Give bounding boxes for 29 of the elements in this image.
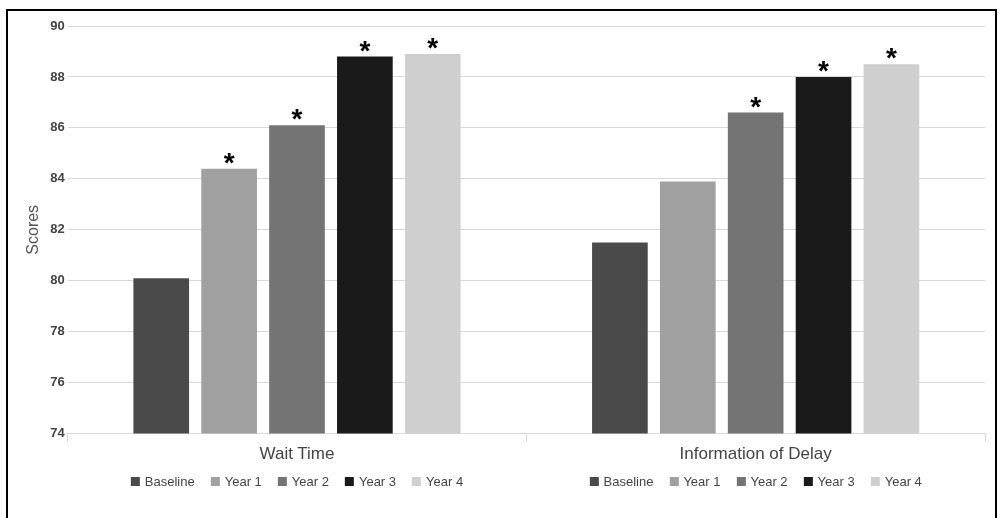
y-axis-title: Scores xyxy=(24,204,42,255)
y-tick-label: 84 xyxy=(50,170,66,186)
y-tick-label: 86 xyxy=(50,119,65,135)
data-label: * xyxy=(359,34,371,66)
y-tick-label: 78 xyxy=(50,323,65,339)
text: Year 4 xyxy=(884,473,922,489)
data-label: * xyxy=(223,146,235,178)
y-tick-label: 74 xyxy=(50,425,66,441)
y-tick-label: 80 xyxy=(50,272,65,288)
text: Year 2 xyxy=(750,473,788,489)
text: Year 3 xyxy=(817,473,855,489)
data-label: * xyxy=(427,32,439,64)
y-tick-label: 90 xyxy=(50,17,65,33)
y-tick-label: 82 xyxy=(50,221,65,237)
legend-label: Year 2 xyxy=(290,473,329,489)
legend-label: Baseline xyxy=(143,473,195,489)
legend-label: Year 3 xyxy=(357,473,397,489)
data-label: * xyxy=(291,103,303,135)
data-label: * xyxy=(750,90,762,122)
y-tick-label: 88 xyxy=(50,68,65,84)
data-label: * xyxy=(818,54,830,86)
x-tick-label: Wait Time xyxy=(259,444,335,464)
legend-label: Year 4 xyxy=(425,473,464,489)
x-tick-label: Information of Delay xyxy=(679,444,833,464)
legend-label: Year 1 xyxy=(223,473,262,489)
text: Year 1 xyxy=(683,473,721,489)
y-tick-label: 76 xyxy=(50,374,65,390)
text: Baseline xyxy=(603,473,654,489)
data-label: * xyxy=(885,42,897,74)
